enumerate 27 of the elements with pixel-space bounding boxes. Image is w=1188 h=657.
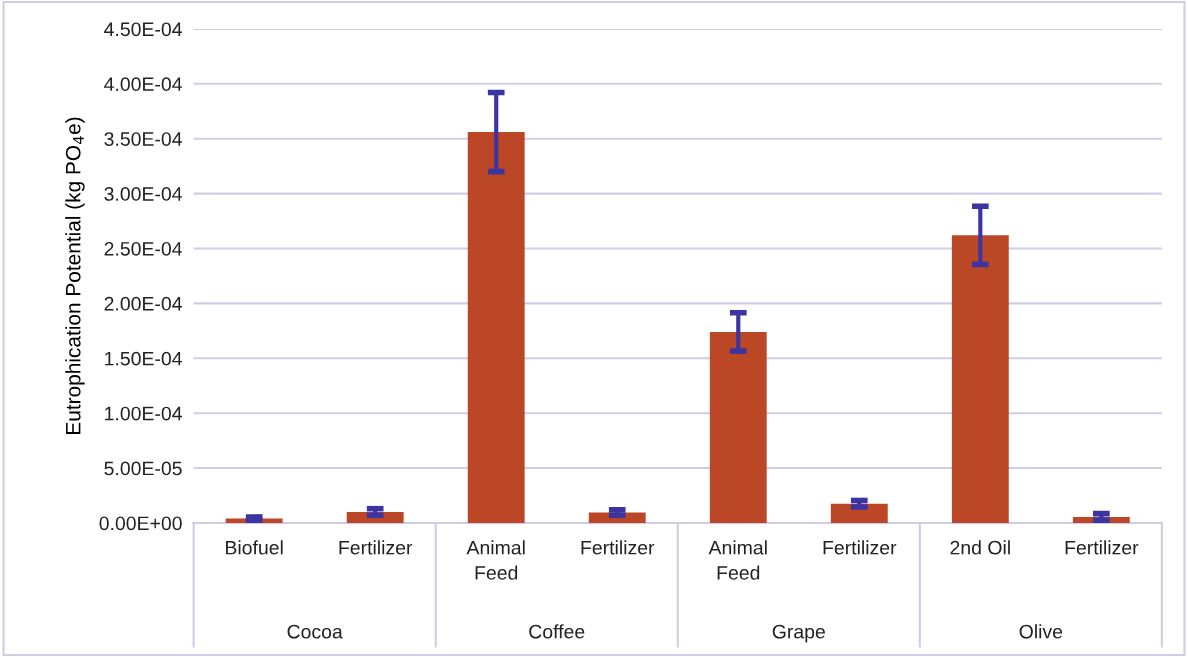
x-tick-label: Fertilizer <box>339 540 413 555</box>
bar <box>951 235 1009 523</box>
y-tick-label: 2.50E-04 <box>104 241 182 256</box>
bar <box>830 503 888 523</box>
x-tick-label: 2nd Oil <box>950 540 1010 555</box>
x-tick-label: Animal Feed <box>708 540 767 580</box>
y-tick-label: 0.00E+00 <box>99 516 182 531</box>
x-tick-label: Fertilizer <box>1065 540 1139 555</box>
x-tick-label: Fertilizer <box>581 540 655 555</box>
text: Grape <box>772 624 825 643</box>
y-tick-label: 1.00E-04 <box>105 406 182 421</box>
text: Coffee <box>529 624 585 639</box>
text: Olive <box>1019 624 1063 639</box>
y-tick-label: 4.50E-04 <box>104 22 182 37</box>
y-tick-label: 2.00E-04 <box>104 296 182 311</box>
y-tick-label: 5.00E-05 <box>104 461 182 476</box>
x-tick-label: Animal Feed <box>466 540 525 580</box>
y-tick-label: 1.50E-04 <box>105 351 182 366</box>
text: Cocoa <box>287 624 343 639</box>
y-tick-label: 3.00E-04 <box>104 187 182 201</box>
x-tick-label: Biofuel <box>226 540 283 555</box>
y-tick-label: 3.50E-04 <box>104 132 182 146</box>
x-tick-label: Fertilizer <box>823 540 897 555</box>
bar <box>709 331 767 523</box>
y-axis-title: Eutrophication Potential (kg PO$_{4}$e) <box>65 117 85 434</box>
bar <box>467 132 525 523</box>
y-tick-label: 4.00E-04 <box>104 77 182 92</box>
